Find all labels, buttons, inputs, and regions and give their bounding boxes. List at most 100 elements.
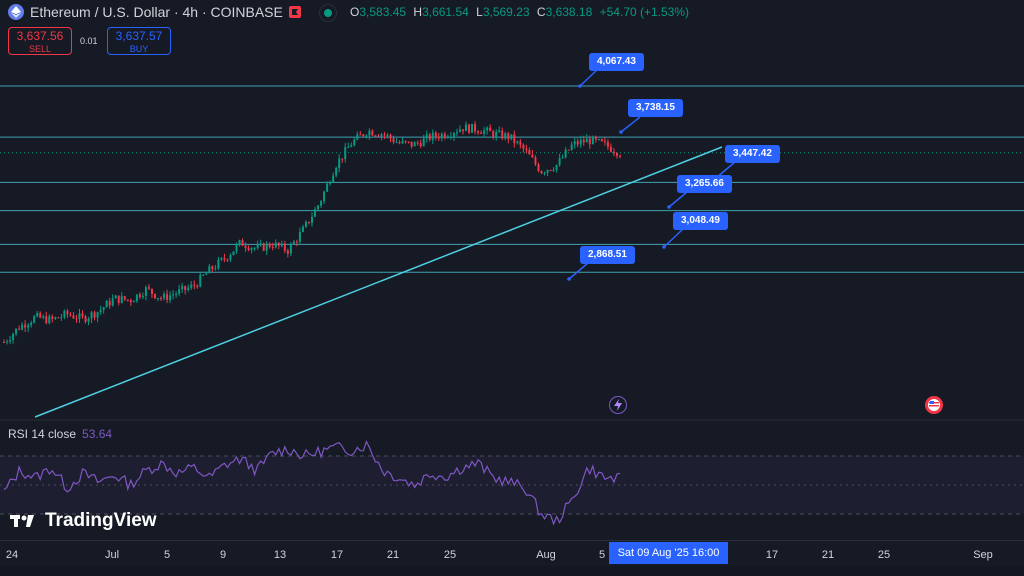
- candle-body: [166, 293, 169, 301]
- buy-button[interactable]: 3,637.57 BUY: [107, 27, 171, 55]
- candle-body: [507, 133, 510, 139]
- candle-body: [129, 299, 132, 303]
- candle-body: [250, 248, 253, 250]
- candle-body: [498, 130, 501, 132]
- symbol-title[interactable]: Ethereum / U.S. Dollar · 4h · COINBASE: [30, 4, 283, 20]
- candle-body: [108, 301, 111, 306]
- callout-pointer: [620, 116, 641, 133]
- candle-body: [211, 266, 214, 270]
- candle-body: [102, 307, 105, 310]
- candle-body: [368, 130, 371, 136]
- price-callout-5[interactable]: 3,048.49: [673, 212, 728, 230]
- candle-body: [344, 147, 347, 159]
- price-callout-6[interactable]: 2,868.51: [580, 246, 635, 264]
- xtick: 9: [219, 549, 227, 561]
- candle-body: [486, 127, 489, 131]
- candle-body: [66, 310, 69, 315]
- candle-body: [63, 310, 66, 318]
- candle-body: [262, 243, 265, 251]
- live-icon: [319, 4, 337, 22]
- candle-body: [501, 130, 504, 139]
- candle-body: [362, 134, 365, 137]
- candle-body: [226, 259, 229, 261]
- candle-body: [561, 157, 564, 159]
- candle-body: [135, 294, 138, 302]
- candle-body: [202, 274, 205, 276]
- candle-body: [9, 339, 12, 342]
- candle-body: [600, 139, 603, 142]
- candle-body: [160, 297, 163, 299]
- candle-body: [126, 299, 129, 301]
- candle-body: [169, 295, 172, 301]
- ohlc-readout: O3,583.45 H3,661.54 L3,569.23 C3,638.18 …: [350, 5, 690, 19]
- callout-anchor: [567, 277, 571, 281]
- candle-body: [307, 221, 310, 223]
- candle-body: [153, 293, 156, 299]
- candle-body: [386, 134, 389, 136]
- candle-body: [588, 138, 591, 145]
- candle-body: [48, 316, 51, 324]
- xtick: 21: [386, 549, 400, 561]
- candle-body: [84, 316, 87, 322]
- candle-body: [265, 243, 268, 251]
- candle-body: [301, 226, 304, 232]
- candle-body: [54, 317, 57, 319]
- candle-body: [519, 141, 522, 145]
- candle-body: [314, 209, 317, 217]
- candle-body: [455, 131, 458, 134]
- candle-body: [404, 140, 407, 142]
- candle-body: [555, 164, 558, 170]
- candle-body: [18, 328, 21, 330]
- candle-body: [483, 130, 486, 134]
- rsi-indicator-label[interactable]: RSI 14 close 53.64: [8, 427, 112, 441]
- price-callout-2[interactable]: 3,738.15: [628, 99, 683, 117]
- candle-body: [338, 158, 341, 169]
- candle-body: [87, 318, 90, 322]
- price-callout-3[interactable]: 3,447.42: [725, 145, 780, 163]
- candle-body: [205, 273, 208, 275]
- candle-body: [492, 131, 495, 138]
- candle-body: [199, 274, 202, 287]
- time-axis[interactable]: 24 Jul 5 9 13 17 21 25 Aug 5 17 21 25 Se…: [0, 540, 1024, 567]
- buy-label: BUY: [129, 44, 149, 54]
- callout-pointer: [668, 191, 688, 208]
- flag-icon[interactable]: [288, 5, 302, 19]
- candle-body: [99, 309, 102, 313]
- sell-button[interactable]: 3,637.56 SELL: [8, 27, 72, 55]
- candle-body: [277, 242, 280, 246]
- price-chart[interactable]: [0, 0, 1024, 540]
- bottom-bar: [0, 566, 1024, 576]
- rsi-title: RSI 14 close: [8, 427, 77, 441]
- candle-body: [247, 247, 250, 250]
- candle-body: [217, 259, 220, 269]
- xtick: 5: [598, 549, 606, 561]
- candle-body: [196, 285, 199, 287]
- candle-body: [377, 135, 380, 137]
- candle-body: [57, 317, 60, 319]
- candle-body: [576, 141, 579, 145]
- xtick: Sep: [973, 549, 993, 561]
- candle-body: [558, 158, 561, 165]
- candle-body: [395, 142, 398, 144]
- candle-body: [45, 316, 48, 324]
- price-callout-4[interactable]: 3,265.66: [677, 175, 732, 193]
- lightning-icon[interactable]: [609, 396, 627, 414]
- candle-body: [609, 146, 612, 152]
- candle-body: [60, 317, 63, 319]
- price-callout-1[interactable]: 4,067.43: [589, 53, 644, 71]
- candle-body: [531, 154, 534, 158]
- candle-body: [365, 135, 368, 137]
- callout-pointer: [579, 69, 598, 87]
- candle-body: [69, 314, 72, 316]
- tradingview-logo[interactable]: TradingView: [10, 510, 157, 532]
- rsi-line: [3, 440, 621, 526]
- us-flag-icon[interactable]: [925, 396, 943, 414]
- candle-body: [359, 134, 362, 136]
- candle-body: [597, 139, 600, 141]
- candle-body: [371, 130, 374, 136]
- candle-body: [449, 136, 452, 138]
- candle-body: [229, 255, 232, 260]
- candle-body: [582, 139, 585, 143]
- candle-body: [286, 250, 289, 254]
- trend-line: [34, 146, 723, 418]
